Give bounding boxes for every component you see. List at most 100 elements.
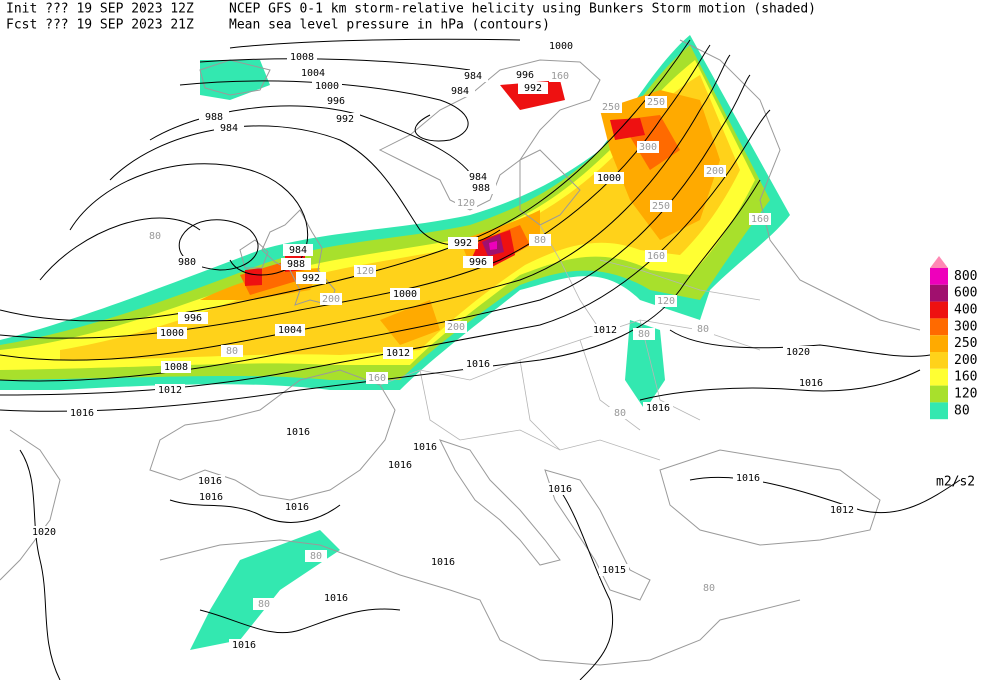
contour-label: 1020 [32, 527, 56, 538]
shading-label-bg [698, 582, 720, 594]
contour-label: 1004 [301, 68, 325, 79]
contour-label: 984 [289, 245, 307, 256]
shading-label: 120 [657, 296, 675, 307]
contour-label-bg [229, 639, 259, 651]
shading-label-bg [549, 70, 571, 82]
legend-label: 600 [954, 286, 977, 301]
contour-label: 996 [516, 70, 534, 81]
isobar [559, 489, 614, 680]
shading-area [489, 241, 497, 250]
contour-label-bg [518, 82, 548, 94]
contour-label: 1016 [285, 502, 309, 513]
shading-label: 200 [447, 322, 465, 333]
shading-label-bg [692, 323, 714, 335]
map-subtitle: Mean sea level pressure in hPa (contours… [229, 18, 550, 33]
contour-label-bg [196, 491, 226, 503]
shading-label-bg [655, 295, 677, 307]
contour-label-bg [783, 346, 813, 358]
contour-label: 1015 [602, 565, 626, 576]
contour-label-bg [321, 592, 351, 604]
legend-swatch [930, 301, 948, 319]
coast-britain [261, 209, 336, 306]
forecast-time: Fcst ??? 19 SEP 2023 21Z [6, 18, 194, 33]
legend-label: 400 [954, 303, 977, 318]
shading-label-bg [650, 200, 672, 212]
shading-area [500, 80, 565, 110]
isobar [179, 80, 469, 142]
contour-label: 984 [220, 123, 238, 134]
isobar [199, 608, 401, 634]
isobar [109, 125, 501, 246]
contour-label-bg [733, 472, 763, 484]
shading-label-bg [645, 250, 667, 262]
contour-label: 1012 [386, 348, 410, 359]
legend-label: 120 [954, 387, 977, 402]
contour-label: 1020 [786, 347, 810, 358]
contour-label-bg [428, 556, 458, 568]
isobar [0, 54, 731, 361]
contour-label: 1016 [286, 427, 310, 438]
shading-label: 160 [551, 71, 569, 82]
header: Init ??? 19 SEP 2023 12Z Fcst ??? 19 SEP… [6, 2, 816, 33]
legend-label: 800 [954, 269, 977, 284]
contour-label-bg [594, 172, 624, 184]
shading-label-bg [600, 101, 622, 113]
shading-label-bg [455, 197, 477, 209]
map-labels: 1008100410009969929889849849849969921000… [29, 40, 857, 651]
shading-area [610, 118, 645, 140]
contour-label-bg [283, 426, 313, 438]
shading-area [380, 300, 440, 345]
contour-label-bg [29, 526, 59, 538]
contour-label: 992 [524, 83, 542, 94]
shading-label-bg [609, 407, 631, 419]
contour-label: 1012 [593, 325, 617, 336]
contour-label: 1016 [431, 557, 455, 568]
contour-label: 1008 [164, 362, 188, 373]
coast-iberia-france [149, 369, 396, 501]
coast-atlantic [0, 429, 61, 581]
contour-label-bg [155, 384, 185, 396]
shading-label: 160 [368, 373, 386, 384]
contour-label: 1012 [158, 385, 182, 396]
shading-label: 80 [149, 231, 161, 242]
shading-area [200, 60, 270, 100]
contour-label: 984 [469, 172, 487, 183]
shading-label: 80 [258, 599, 270, 610]
coastlines [0, 39, 921, 666]
contour-label-bg [458, 70, 488, 82]
shading-label: 160 [647, 251, 665, 262]
shading-label: 80 [614, 408, 626, 419]
contour-label: 992 [454, 238, 472, 249]
contour-label-bg [172, 256, 202, 268]
legend-label: 300 [954, 319, 977, 334]
contour-label: 996 [469, 257, 487, 268]
isobar [229, 38, 521, 49]
contour-label-bg [510, 69, 540, 81]
shading-label: 200 [706, 166, 724, 177]
legend-label: 80 [954, 403, 970, 418]
shading-label: 80 [697, 324, 709, 335]
coast-balkans [544, 469, 651, 601]
contour-label: 988 [472, 183, 490, 194]
legend-label: 200 [954, 353, 977, 368]
contour-label-bg [448, 237, 478, 249]
contour-label-bg [383, 347, 413, 359]
shading-label: 200 [322, 294, 340, 305]
contour-label: 980 [178, 257, 196, 268]
shading-label: 250 [602, 102, 620, 113]
shading-label: 80 [534, 235, 546, 246]
isobar [199, 58, 471, 71]
contour-label: 992 [302, 273, 320, 284]
contour-label-bg [330, 113, 360, 125]
contour-label-bg [445, 85, 475, 97]
contour-label-bg [282, 501, 312, 513]
contour-label-bg [599, 564, 629, 576]
contour-label: 1000 [315, 81, 339, 92]
contour-label-bg [466, 182, 496, 194]
contour-label-bg [390, 288, 420, 300]
contour-label-bg [287, 51, 317, 63]
shading-label: 80 [310, 551, 322, 562]
contour-label-bg [312, 80, 342, 92]
shading-label: 80 [226, 346, 238, 357]
